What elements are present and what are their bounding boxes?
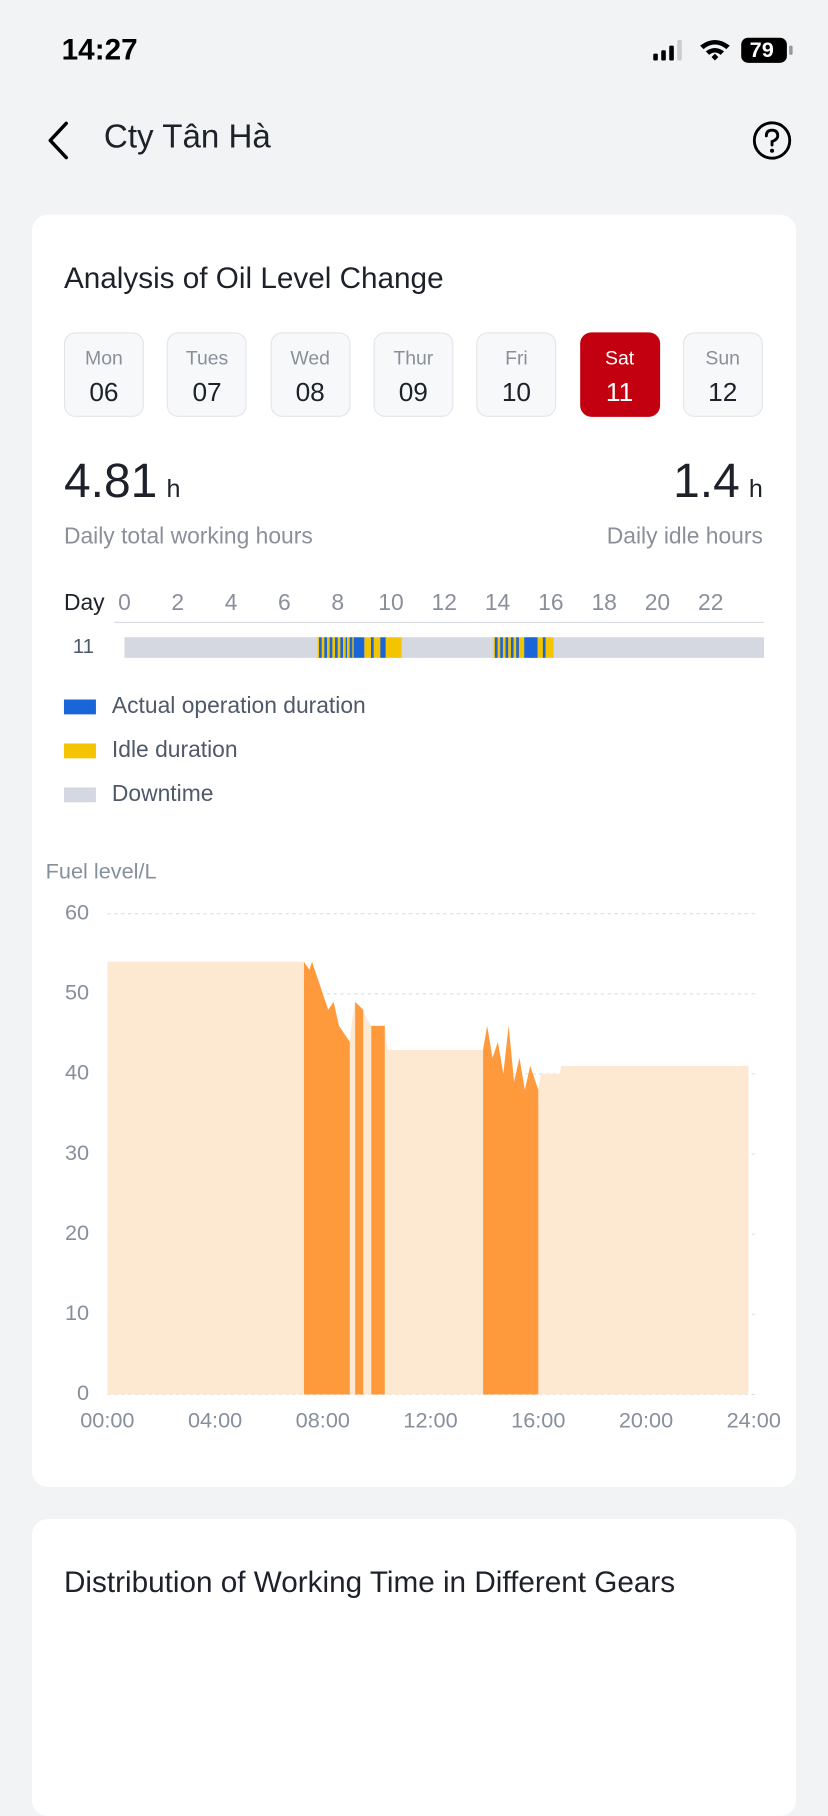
legend-swatch bbox=[63, 787, 96, 803]
duration-segment bbox=[324, 637, 328, 658]
legend-label: Idle duration bbox=[112, 736, 238, 762]
duration-segment bbox=[329, 637, 333, 658]
x-tick-label: 18 bbox=[591, 589, 616, 615]
y-tick-label: 30 bbox=[65, 1140, 89, 1165]
duration-segment bbox=[370, 637, 374, 658]
card-title: Distribution of Working Time in Differen… bbox=[63, 1564, 676, 1599]
idle-hours-unit: h bbox=[748, 473, 763, 503]
duration-segment bbox=[493, 637, 554, 658]
duration-segment bbox=[124, 637, 318, 658]
duration-segment bbox=[505, 637, 509, 658]
gears-card bbox=[31, 1518, 797, 1816]
x-tick-label: 00:00 bbox=[80, 1408, 134, 1433]
day-name: Sun bbox=[705, 347, 740, 369]
x-tick-label: 16:00 bbox=[511, 1408, 565, 1433]
working-hours-label: Daily total working hours bbox=[63, 524, 313, 550]
day-name: Thur bbox=[393, 347, 434, 369]
day-button[interactable]: Sat 11 bbox=[579, 332, 660, 417]
day-name: Fri bbox=[505, 347, 528, 369]
legend-swatch bbox=[63, 699, 96, 715]
day-name: Tues bbox=[185, 347, 229, 369]
idle-hours-value: 1.4 bbox=[673, 453, 740, 508]
duration-segment bbox=[494, 637, 498, 658]
x-tick-label: 04:00 bbox=[188, 1408, 242, 1433]
x-tick-label: 22 bbox=[698, 589, 723, 615]
back-button[interactable] bbox=[43, 119, 75, 162]
help-button[interactable] bbox=[750, 119, 793, 162]
row-label: 11 bbox=[73, 635, 94, 658]
status-icons: 79 bbox=[653, 37, 793, 63]
working-hours-value: 4.81 bbox=[63, 453, 158, 508]
duration-segment bbox=[335, 637, 338, 658]
duration-segment bbox=[401, 637, 494, 658]
legend-swatch bbox=[63, 743, 96, 759]
y-tick-label: 40 bbox=[65, 1060, 89, 1085]
day-button[interactable]: Mon 06 bbox=[63, 332, 144, 417]
y-tick-label: 20 bbox=[65, 1220, 89, 1245]
x-tick-label: 20 bbox=[645, 589, 670, 615]
x-tick-label: 6 bbox=[278, 589, 291, 615]
day-date: 10 bbox=[501, 376, 532, 407]
x-tick-label: 4 bbox=[225, 589, 238, 615]
status-time: 14:27 bbox=[61, 31, 138, 67]
x-tick-label: 14 bbox=[485, 589, 511, 615]
x-tick-label: 12 bbox=[432, 589, 457, 615]
idle-hours: 1.4 h bbox=[673, 453, 763, 508]
day-date: 12 bbox=[708, 376, 738, 407]
x-tick-label: 16 bbox=[538, 589, 563, 615]
x-tick-label: 24:00 bbox=[727, 1408, 781, 1433]
card-title: Analysis of Oil Level Change bbox=[63, 260, 444, 295]
x-tick-label: 12:00 bbox=[403, 1408, 457, 1433]
legend-label: Actual operation duration bbox=[112, 692, 366, 718]
y-tick-label: 50 bbox=[65, 980, 89, 1005]
day-name: Sat bbox=[604, 347, 635, 369]
x-tick-label: 08:00 bbox=[296, 1408, 350, 1433]
duration-segment bbox=[542, 637, 546, 658]
y-axis-title: Fuel level/L bbox=[46, 858, 157, 883]
day-date: 11 bbox=[605, 376, 634, 407]
day-date: 07 bbox=[192, 376, 222, 407]
duration-segment bbox=[353, 637, 365, 658]
duration-segment bbox=[340, 637, 344, 658]
y-tick-label: 60 bbox=[65, 899, 89, 924]
duration-segment bbox=[516, 637, 519, 658]
duration-segment bbox=[380, 637, 386, 658]
day-button[interactable]: Thur 09 bbox=[373, 332, 454, 417]
day-name: Mon bbox=[85, 347, 123, 369]
working-hours-unit: h bbox=[166, 473, 181, 503]
x-tick-label: 0 bbox=[118, 589, 131, 615]
y-tick-label: 10 bbox=[65, 1300, 89, 1325]
duration-segment bbox=[553, 637, 765, 658]
day-date: 06 bbox=[89, 376, 119, 407]
working-hours: 4.81 h bbox=[64, 453, 180, 508]
day-button[interactable]: Tues 07 bbox=[167, 332, 248, 417]
duration-segment bbox=[524, 637, 538, 658]
day-button[interactable]: Wed 08 bbox=[270, 332, 351, 417]
fuel-area bbox=[107, 961, 749, 1395]
duration-segment bbox=[510, 637, 514, 658]
y-tick-label: 0 bbox=[77, 1380, 89, 1405]
x-tick-label: 2 bbox=[171, 589, 184, 615]
axis-label: Day bbox=[64, 589, 105, 615]
idle-hours-label: Daily idle hours bbox=[606, 524, 763, 550]
legend-label: Downtime bbox=[112, 780, 214, 806]
day-button[interactable]: Sun 12 bbox=[682, 332, 763, 417]
day-date: 09 bbox=[398, 376, 428, 407]
duration-segment bbox=[500, 637, 503, 658]
x-tick-label: 10 bbox=[378, 589, 403, 615]
x-tick-label: 8 bbox=[331, 589, 344, 615]
x-tick-label: 20:00 bbox=[619, 1408, 673, 1433]
page-title: Cty Tân Hà bbox=[103, 118, 271, 156]
battery-level: 79 bbox=[750, 37, 774, 62]
duration-segment bbox=[319, 637, 322, 658]
day-name: Wed bbox=[290, 347, 330, 369]
duration-segment bbox=[349, 637, 353, 658]
day-button[interactable]: Fri 10 bbox=[476, 332, 557, 417]
duration-segment bbox=[345, 637, 347, 658]
fuel-area bbox=[303, 961, 539, 1395]
day-date: 08 bbox=[295, 376, 325, 407]
